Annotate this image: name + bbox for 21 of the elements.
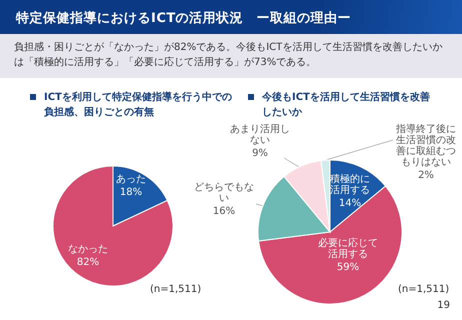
data-label: 82% [76, 257, 100, 268]
data-label: 14% [338, 198, 362, 209]
text: 19 [437, 300, 450, 311]
slice-label: どちらでもない [193, 182, 255, 204]
text: 特定保健指導におけるICTの活用状況 ー取組の理由ー [16, 10, 352, 27]
data-label: 16% [212, 206, 236, 217]
chart-title: 今後もICTを活用して生活習慣を改善したいか [262, 92, 430, 118]
data-label: 59% [336, 262, 360, 273]
slice-label: あまり活用しない [229, 124, 291, 146]
chart-title: ICTを利用して特定保健指導を行う中での負担感、困りごとの有無 [44, 92, 232, 118]
data-label: 18% [118, 187, 144, 198]
text: 負担感・困りごとが「なかった」が82%である。今後もICTを活用して生活習慣を改善したいかは「積極的に活用する」「必要に応じて活用する」が73%である。 [14, 40, 444, 70]
data-label: 9% [251, 148, 269, 159]
slice-label: なかった [67, 244, 109, 255]
text: (n=1,511) [398, 284, 450, 295]
slice-label: 必要に応じて活用する [317, 238, 379, 260]
slice-label: あった [115, 174, 147, 185]
text: (n=1,511) [150, 284, 202, 295]
data-label: 2% [417, 170, 435, 181]
slice-label: 積極的に活用する [329, 174, 371, 196]
slice-label: 指導終了後に生活習慣の改善に取組むつもりはない [395, 124, 457, 168]
